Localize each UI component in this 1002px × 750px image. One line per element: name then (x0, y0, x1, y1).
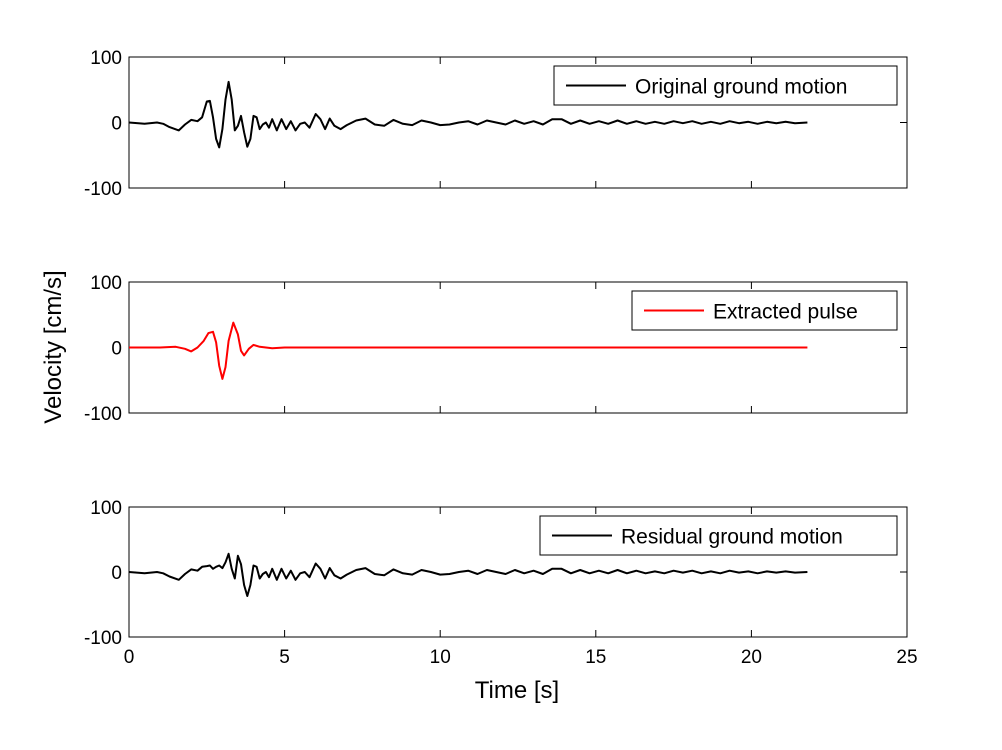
series-line (128, 552, 808, 597)
legend-label: Extracted pulse (713, 301, 858, 324)
legend: Original ground motion (553, 65, 898, 106)
x-tick-label: 5 (279, 647, 290, 668)
series-line (128, 80, 808, 149)
y-tick-label: -100 (84, 404, 122, 425)
x-tick-label: 25 (896, 647, 917, 668)
x-tick-label: 15 (585, 647, 606, 668)
y-tick-label: 0 (111, 114, 122, 135)
y-tick-label: 100 (90, 498, 122, 519)
panel-2: 100 0 -100 Extracted pulse (84, 273, 908, 425)
legend-label: Residual ground motion (621, 526, 843, 549)
x-tick-label: 20 (741, 647, 762, 668)
y-tick-label: -100 (84, 179, 122, 200)
x-tick-label: 10 (430, 647, 451, 668)
y-tick-label: 0 (111, 339, 122, 360)
panel-1: 100 0 -100 Original ground motion (84, 48, 908, 200)
y-axis-label: Velocity [cm/s] (40, 270, 67, 423)
x-tick-label: 0 (124, 647, 135, 668)
y-tick-label: 0 (111, 563, 122, 584)
legend: Extracted pulse (631, 290, 898, 331)
legend-label: Original ground motion (635, 76, 847, 99)
legend: Residual ground motion (539, 515, 898, 556)
x-axis-label: Time [s] (475, 677, 559, 704)
y-tick-label: -100 (84, 628, 122, 649)
y-tick-label: 100 (90, 273, 122, 294)
y-tick-label: 100 (90, 48, 122, 69)
series-line (129, 321, 808, 380)
